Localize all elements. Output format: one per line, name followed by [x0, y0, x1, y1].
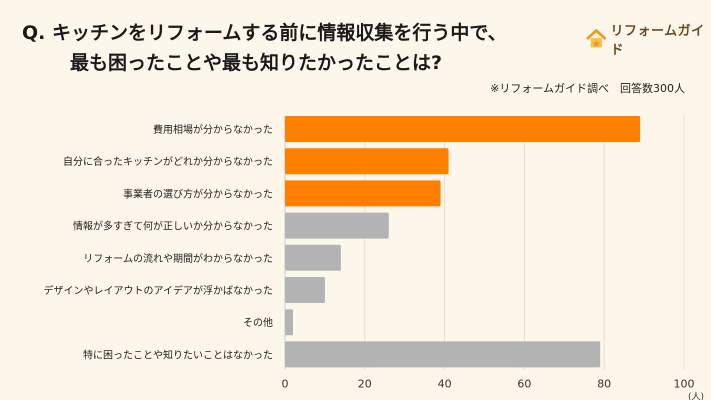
x-unit-label: (人) [688, 392, 704, 400]
chart-title: Q. キッチンをリフォームする前に情報収集を行う中で、 最も困ったことや最も知り… [22, 18, 507, 78]
bar [285, 212, 389, 239]
category-label: 事業者の選び方が分からなかった [123, 187, 273, 200]
bar [285, 180, 441, 207]
bar [285, 148, 449, 175]
category-label: リフォームの流れや期間がわからなかった [83, 252, 273, 265]
x-tick-label: 100 [674, 378, 695, 391]
bar [285, 277, 325, 303]
bar [285, 309, 293, 336]
category-label: 自分に合ったキッチンがどれか分からなかった [63, 155, 273, 168]
x-tick-label: 80 [597, 378, 611, 391]
bar [285, 116, 641, 142]
category-label: 特に困ったことや知りたいことはなかった [83, 348, 273, 361]
logo-text: リフォームガイド [610, 24, 705, 58]
category-label: 情報が多すぎて何が正しいか分からなかった [73, 220, 273, 233]
category-label: その他 [243, 316, 273, 329]
x-tick-label: 60 [517, 378, 531, 391]
x-tick-label: 20 [358, 378, 372, 391]
x-tick-label: 0 [282, 378, 289, 391]
category-label: デザインやレイアウトのアイデアが浮かばなかった [44, 284, 274, 297]
bar [285, 244, 341, 271]
logo: リフォームガイド [586, 20, 711, 58]
house-icon [586, 29, 607, 48]
title-line-1: Q. キッチンをリフォームする前に情報収集を行う中で、 [22, 22, 507, 44]
bar [285, 341, 601, 368]
category-label: 費用相場が分からなかった [153, 123, 273, 136]
title-line-2: 最も困ったことや最も知りたかったことは? [70, 52, 443, 74]
survey-note: ※リフォームガイド調べ 回答数300人 [490, 82, 685, 95]
x-tick-label: 40 [438, 378, 452, 391]
